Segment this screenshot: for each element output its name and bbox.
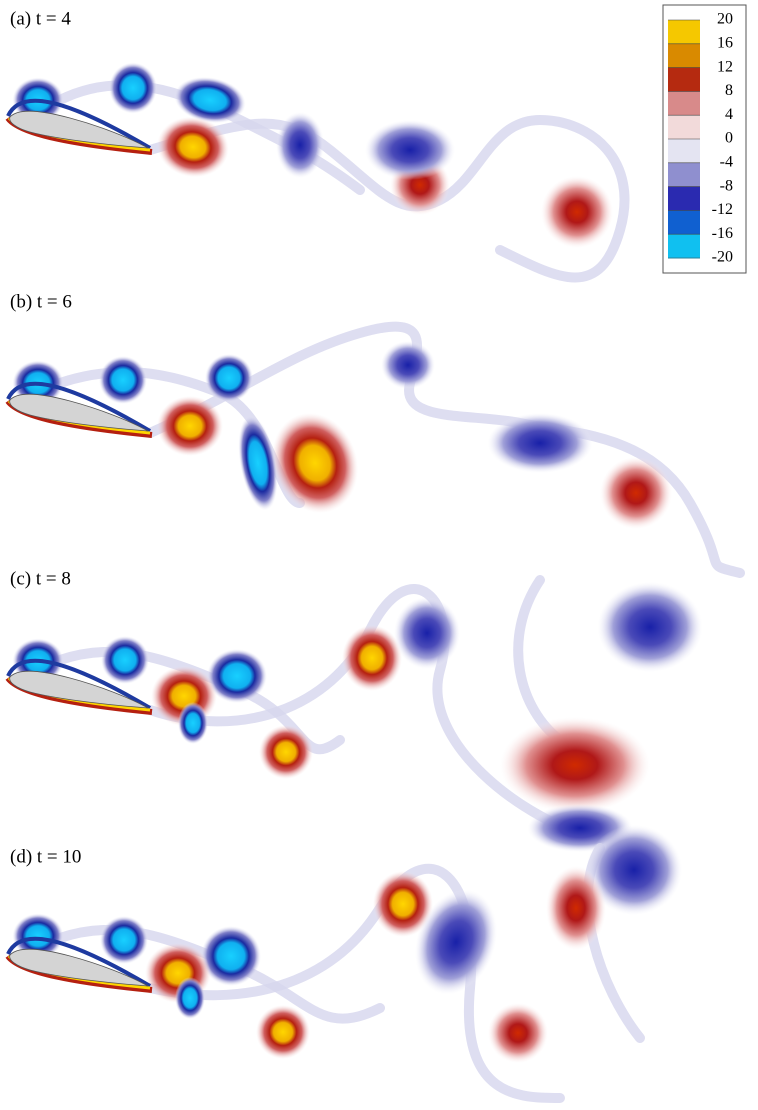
vortex: [178, 702, 208, 744]
panel: (d) t = 10: [8, 825, 682, 1098]
colorbar-label: -12: [712, 201, 733, 218]
figure: (a) t = 4 (b) t = 6 (c) t = 8 (d) t = 10 20…: [0, 0, 758, 1110]
colorbar-band: [668, 163, 700, 187]
vortex: [175, 977, 205, 1019]
colorbar-label: -16: [712, 225, 733, 242]
colorbar-band: [668, 234, 700, 258]
colorbar-label: 20: [717, 11, 733, 28]
vortex: [109, 63, 157, 114]
vortex: [500, 717, 650, 813]
colorbar-band: [668, 91, 700, 115]
panel-label: (b) t = 6: [10, 291, 72, 312]
panel-label: (d) t = 10: [10, 846, 81, 867]
panel: (b) t = 6: [8, 291, 740, 573]
vortex: [541, 176, 613, 248]
vortex: [205, 354, 253, 402]
vortex: [365, 120, 455, 180]
panel-label: (a) t = 4: [10, 8, 71, 29]
colorbar-band: [668, 115, 700, 139]
vortex: [488, 1003, 548, 1063]
vortex: [488, 413, 593, 473]
colorbar: 20 16 12 8 4 0 -4 -8 -12 -16 -20: [663, 5, 746, 273]
colorbar-band: [668, 139, 700, 163]
colorbar-label: -8: [720, 177, 733, 194]
colorbar-band: [668, 210, 700, 234]
colorbar-label: -20: [712, 249, 733, 266]
colorbar-band: [668, 187, 700, 211]
vortex: [259, 725, 313, 779]
colorbar-label: 0: [725, 130, 733, 147]
wake: [150, 869, 560, 1098]
vortex: [157, 396, 223, 456]
vortex: [394, 597, 460, 669]
vortex: [276, 112, 324, 178]
vortex: [598, 582, 703, 672]
colorbar-label: 4: [725, 106, 733, 123]
vortex: [600, 457, 672, 529]
colorbar-label: 12: [717, 58, 733, 75]
panels: (a) t = 4 (b) t = 6 (c) t = 8 (d) t = 10: [8, 8, 740, 1098]
colorbar-band: [668, 44, 700, 68]
vortex: [101, 636, 149, 684]
vortex: [546, 866, 606, 950]
vortex: [342, 625, 402, 691]
vortex: [256, 1005, 310, 1059]
vortex: [100, 916, 148, 964]
vortex: [381, 341, 435, 389]
panel-label: (c) t = 8: [10, 568, 71, 589]
colorbar-band: [668, 20, 700, 44]
panel: (a) t = 4: [8, 8, 625, 277]
panel: (c) t = 8: [8, 568, 703, 852]
colorbar-label: 16: [717, 34, 733, 51]
colorbar-label: -4: [720, 153, 733, 170]
vortex: [99, 356, 147, 404]
colorbar-label: 8: [725, 82, 733, 99]
colorbar-band: [668, 68, 700, 92]
